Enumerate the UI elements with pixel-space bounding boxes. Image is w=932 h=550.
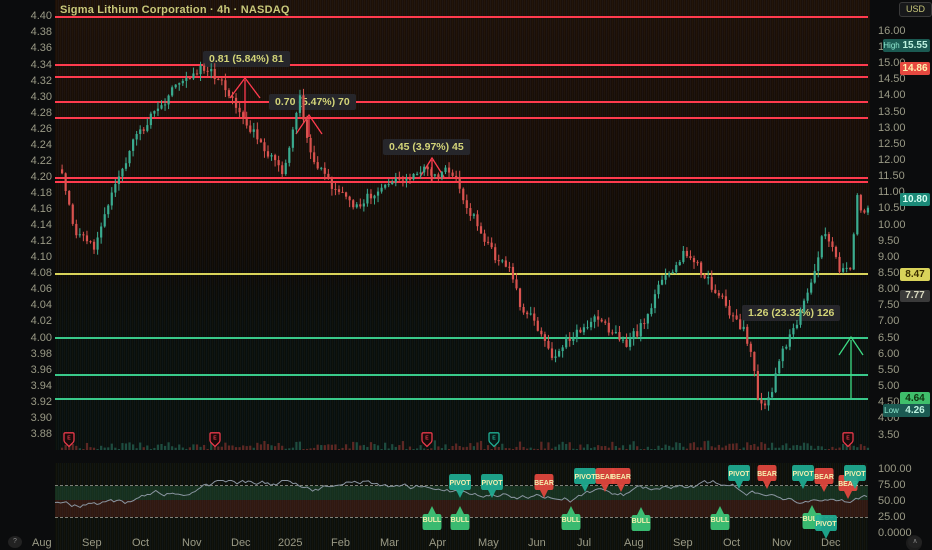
- svg-text:BULL: BULL: [451, 517, 470, 524]
- svg-text:PIVOT: PIVOT: [844, 471, 866, 478]
- svg-text:BEAR: BEAR: [814, 474, 834, 481]
- svg-text:BEAR: BEAR: [757, 471, 777, 478]
- svg-text:BEAR: BEAR: [611, 474, 631, 481]
- svg-text:BULL: BULL: [562, 517, 581, 524]
- svg-text:BULL: BULL: [632, 518, 651, 525]
- svg-text:PIVOT: PIVOT: [449, 480, 471, 487]
- svg-text:PIVOT: PIVOT: [815, 521, 837, 528]
- svg-text:PIVOT: PIVOT: [574, 474, 596, 481]
- svg-text:BULL: BULL: [423, 517, 442, 524]
- svg-text:BEAR: BEAR: [534, 480, 554, 487]
- svg-text:BULL: BULL: [711, 517, 730, 524]
- svg-text:PIVOT: PIVOT: [792, 471, 814, 478]
- svg-text:PIVOT: PIVOT: [728, 471, 750, 478]
- svg-text:PIVOT: PIVOT: [481, 480, 503, 487]
